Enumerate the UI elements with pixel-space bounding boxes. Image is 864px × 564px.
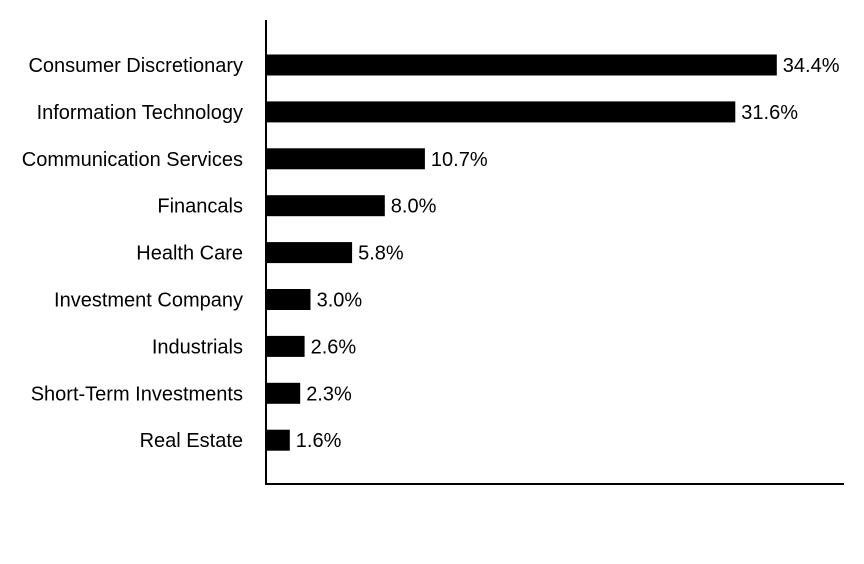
category-label: Investment Company xyxy=(54,290,243,312)
value-label: 10.7% xyxy=(431,149,488,171)
bars xyxy=(266,54,777,451)
bar xyxy=(266,54,777,76)
category-label: Short-Term Investments xyxy=(31,383,243,405)
category-label: Industrials xyxy=(152,336,243,358)
category-label: Health Care xyxy=(136,243,243,265)
category-label: Real Estate xyxy=(140,430,243,452)
category-label: Financals xyxy=(157,196,243,218)
bar xyxy=(266,335,305,357)
bar xyxy=(266,289,311,310)
value-label: 3.0% xyxy=(317,290,363,312)
bar xyxy=(266,101,736,123)
value-label: 2.6% xyxy=(311,336,357,358)
labels: Consumer Discretionary 34.4% Information T… xyxy=(22,55,840,452)
bar xyxy=(266,429,290,451)
bar xyxy=(266,195,385,217)
value-label: 1.6% xyxy=(296,430,342,452)
value-label: 5.8% xyxy=(358,243,404,265)
value-label: 31.6% xyxy=(741,102,798,124)
value-label: 34.4% xyxy=(783,55,840,77)
value-label: 8.0% xyxy=(391,196,437,218)
category-label: Information Technology xyxy=(37,102,243,124)
bar xyxy=(266,242,353,264)
bar xyxy=(266,148,425,170)
category-label: Consumer Discretionary xyxy=(28,55,243,77)
bar xyxy=(266,382,301,404)
value-label: 2.3% xyxy=(306,383,352,405)
category-label: Communication Services xyxy=(22,149,243,171)
